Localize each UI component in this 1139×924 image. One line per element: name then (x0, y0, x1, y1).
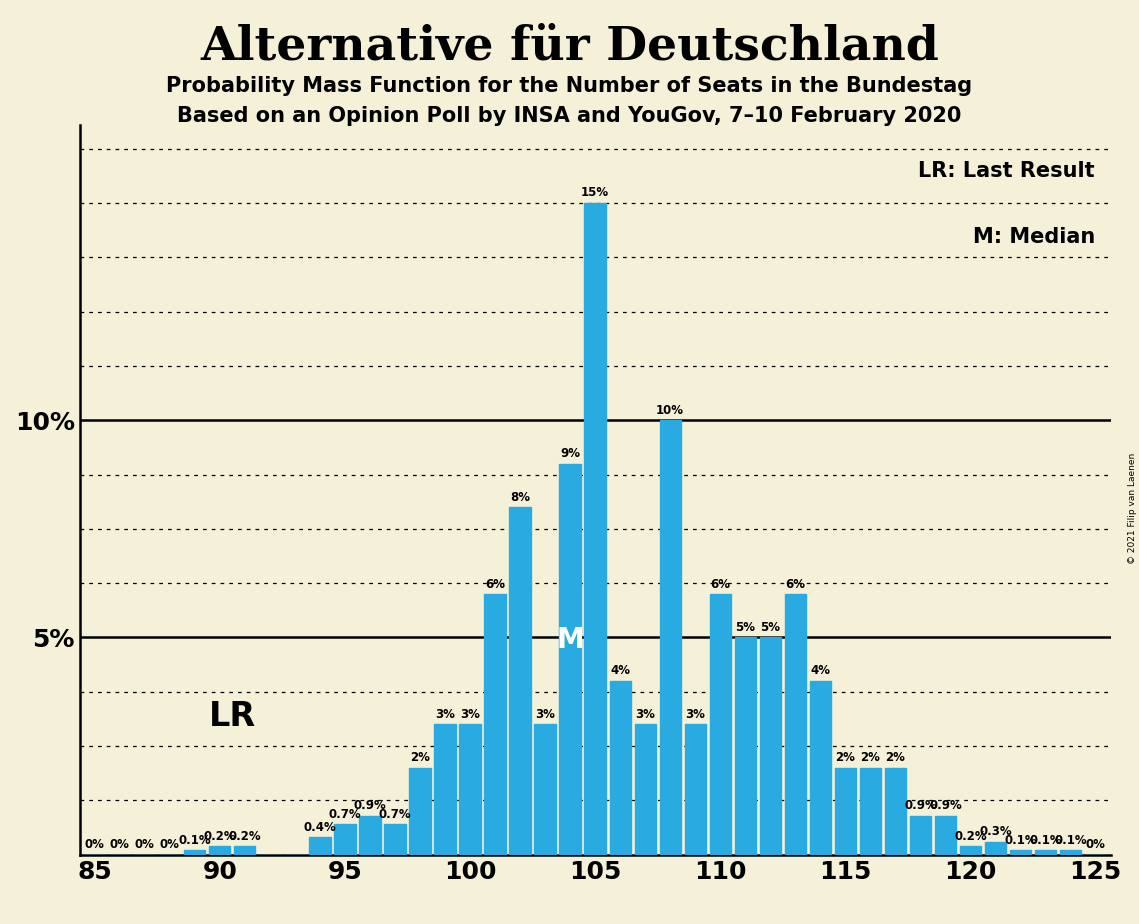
Text: 3%: 3% (686, 708, 705, 721)
Text: 3%: 3% (435, 708, 454, 721)
Text: LR: Last Result: LR: Last Result (918, 162, 1095, 181)
Text: 0%: 0% (159, 838, 180, 851)
Text: 0%: 0% (109, 838, 130, 851)
Text: Alternative für Deutschland: Alternative für Deutschland (200, 23, 939, 69)
Text: 2%: 2% (860, 751, 880, 764)
Text: 0.7%: 0.7% (329, 808, 361, 821)
Text: Based on an Opinion Poll by INSA and YouGov, 7–10 February 2020: Based on an Opinion Poll by INSA and You… (178, 106, 961, 127)
Bar (359, 816, 380, 855)
Bar (409, 768, 431, 855)
Text: 2%: 2% (835, 751, 855, 764)
Text: 0.3%: 0.3% (980, 825, 1011, 838)
Text: 5%: 5% (760, 621, 780, 634)
Text: 4%: 4% (611, 664, 630, 677)
Bar (760, 638, 781, 855)
Text: 0%: 0% (84, 838, 105, 851)
Text: 0.1%: 0.1% (1005, 833, 1036, 847)
Text: 0.2%: 0.2% (954, 830, 986, 843)
Text: 3%: 3% (636, 708, 655, 721)
Bar (584, 203, 606, 855)
Bar (935, 816, 956, 855)
Bar (609, 681, 631, 855)
Bar (634, 724, 656, 855)
Text: 0%: 0% (1085, 838, 1106, 851)
Bar (985, 842, 1006, 855)
Text: 3%: 3% (535, 708, 555, 721)
Bar (185, 850, 205, 855)
Text: 15%: 15% (581, 187, 609, 200)
Bar (484, 594, 506, 855)
Bar (685, 724, 706, 855)
Text: Probability Mass Function for the Number of Seats in the Bundestag: Probability Mass Function for the Number… (166, 76, 973, 96)
Text: 0.1%: 0.1% (179, 833, 211, 847)
Text: 3%: 3% (460, 708, 480, 721)
Text: 6%: 6% (711, 578, 730, 590)
Bar (534, 724, 556, 855)
Bar (1035, 850, 1056, 855)
Text: LR: LR (208, 700, 256, 733)
Bar (835, 768, 855, 855)
Text: 0.1%: 0.1% (1030, 833, 1062, 847)
Text: 0%: 0% (134, 838, 155, 851)
Bar (310, 837, 330, 855)
Text: 5%: 5% (736, 621, 755, 634)
Text: 0.4%: 0.4% (303, 821, 336, 833)
Bar (785, 594, 806, 855)
Text: 8%: 8% (510, 491, 530, 504)
Text: 0.7%: 0.7% (378, 808, 411, 821)
Bar (434, 724, 456, 855)
Bar (335, 824, 355, 855)
Bar (1010, 850, 1031, 855)
Bar (384, 824, 405, 855)
Text: 0.9%: 0.9% (929, 799, 961, 812)
Text: M: M (556, 626, 584, 653)
Bar (910, 816, 931, 855)
Bar (860, 768, 880, 855)
Bar (710, 594, 731, 855)
Text: 0.9%: 0.9% (904, 799, 936, 812)
Bar (885, 768, 906, 855)
Bar (1060, 850, 1081, 855)
Bar (735, 638, 756, 855)
Text: 2%: 2% (885, 751, 906, 764)
Text: 6%: 6% (485, 578, 505, 590)
Text: 10%: 10% (656, 404, 685, 417)
Bar (509, 507, 531, 855)
Text: 4%: 4% (810, 664, 830, 677)
Text: 9%: 9% (560, 447, 580, 460)
Bar (235, 846, 255, 855)
Bar (960, 846, 981, 855)
Text: 0.9%: 0.9% (353, 799, 386, 812)
Text: 0.1%: 0.1% (1055, 833, 1087, 847)
Bar (810, 681, 831, 855)
Text: 6%: 6% (785, 578, 805, 590)
Bar (559, 464, 581, 855)
Bar (659, 420, 681, 855)
Text: M: Median: M: Median (973, 227, 1095, 247)
Text: 0.2%: 0.2% (229, 830, 261, 843)
Text: 2%: 2% (410, 751, 429, 764)
Bar (459, 724, 481, 855)
Text: 0.2%: 0.2% (204, 830, 236, 843)
Bar (210, 846, 230, 855)
Text: © 2021 Filip van Laenen: © 2021 Filip van Laenen (1128, 453, 1137, 564)
